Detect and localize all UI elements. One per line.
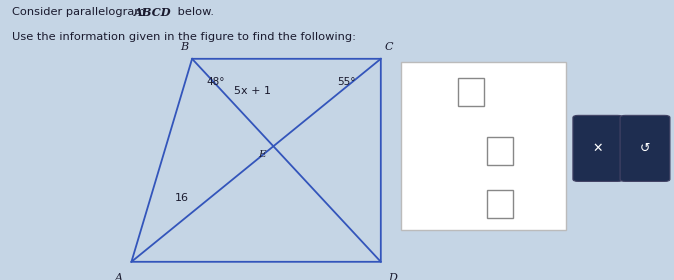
FancyBboxPatch shape: [401, 62, 566, 230]
Text: D: D: [388, 273, 398, 280]
Text: =: =: [440, 86, 450, 99]
Text: Consider parallelogram: Consider parallelogram: [12, 7, 149, 17]
Text: 48°: 48°: [207, 77, 225, 87]
Bar: [487, 137, 513, 165]
Text: =: =: [474, 199, 483, 209]
Text: °: °: [516, 197, 520, 207]
Bar: [487, 190, 513, 218]
Text: E: E: [257, 150, 266, 159]
Text: 16: 16: [175, 193, 189, 204]
Text: °: °: [516, 143, 520, 153]
Text: 5x + 1: 5x + 1: [235, 86, 272, 96]
Text: Use the information given in the figure to find the following:: Use the information given in the figure …: [12, 32, 356, 42]
Text: ∠EAD: ∠EAD: [411, 199, 446, 209]
Text: C: C: [385, 42, 393, 52]
Text: below.: below.: [174, 7, 214, 17]
Bar: [458, 78, 484, 106]
Text: x: x: [428, 86, 435, 99]
Text: ↺: ↺: [640, 142, 650, 155]
Text: 55°: 55°: [337, 77, 355, 87]
Text: A: A: [115, 273, 123, 280]
Text: B: B: [180, 42, 188, 52]
FancyBboxPatch shape: [573, 115, 623, 181]
Text: ABCD: ABCD: [133, 7, 171, 18]
Text: ∠EDA: ∠EDA: [411, 146, 446, 156]
Text: =: =: [474, 146, 483, 156]
FancyBboxPatch shape: [620, 115, 670, 181]
Text: ✕: ✕: [592, 142, 603, 155]
